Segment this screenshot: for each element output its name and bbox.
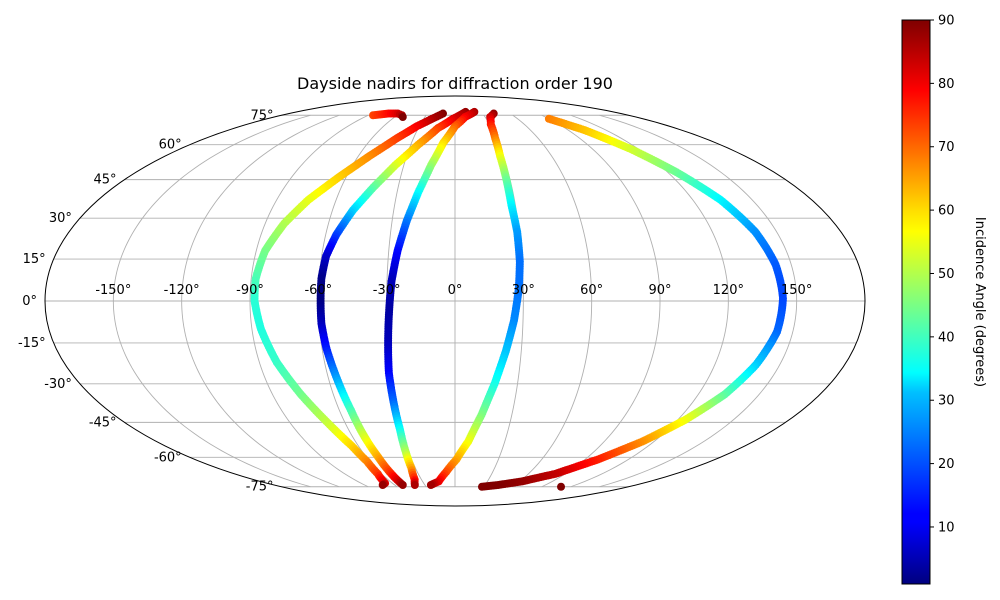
lon-tick-label: 30°	[512, 283, 535, 298]
colorbar-tick-label: 60	[938, 204, 955, 219]
colorbar-tick-label: 10	[938, 520, 955, 535]
lat-tick-label: -30°	[44, 377, 72, 392]
lat-tick-label: 15°	[23, 252, 46, 267]
scatter-points	[250, 107, 787, 491]
chart-title: Dayside nadirs for diffraction order 190	[297, 74, 613, 93]
graticule	[45, 114, 865, 488]
data-point	[557, 482, 566, 491]
colorbar-label: Incidence Angle (degrees)	[972, 217, 987, 387]
data-point	[477, 482, 486, 491]
lat-tick-label: 75°	[250, 108, 273, 123]
lat-tick-label: -60°	[154, 450, 182, 465]
colorbar-tick-label: 20	[938, 457, 955, 472]
colorbar-gradient	[901, 19, 931, 585]
colorbar-tick-label: 70	[938, 140, 955, 155]
data-point	[378, 481, 387, 490]
lat-tick-label: 30°	[49, 211, 72, 226]
colorbar-tick-label: 30	[938, 394, 955, 409]
lat-tick-label: -75°	[246, 480, 274, 495]
colorbar-tick-label: 40	[938, 330, 955, 345]
colorbar-tick-label: 80	[938, 77, 955, 92]
lon-tick-label: 0°	[448, 283, 463, 298]
lon-tick-label: 120°	[713, 283, 744, 298]
lat-tick-label: 0°	[22, 294, 37, 309]
lon-tick-label: -60°	[304, 283, 332, 298]
lat-tick-label: -45°	[89, 415, 117, 430]
lon-tick-label: -90°	[236, 283, 264, 298]
lon-tick-label: -30°	[373, 283, 401, 298]
colorbar: 10 20 30 40 50 60 70 80 90 Incidence Angle (degr…	[901, 14, 987, 585]
lon-tick-label: 60°	[580, 283, 603, 298]
data-point	[398, 481, 407, 490]
colorbar-tick-label: 90	[938, 14, 955, 29]
lon-tick-label: 90°	[648, 283, 671, 298]
lat-tick-label: 45°	[94, 173, 117, 188]
lon-tick-label: -120°	[164, 283, 200, 298]
lon-tick-label: 150°	[781, 283, 812, 298]
lat-tick-label: 60°	[159, 138, 182, 153]
lat-tick-label: -15°	[18, 336, 46, 351]
lon-tick-label: -150°	[95, 283, 131, 298]
data-point	[398, 112, 407, 121]
data-point	[410, 481, 419, 490]
data-point	[426, 481, 435, 490]
colorbar-ticks: 10 20 30 40 50 60 70 80 90	[930, 14, 955, 535]
map-frame	[44, 95, 866, 507]
longitude-tick-labels: -150° -120° -90° -60° -30° 0° 30° 60° 90° 120° 150…	[95, 283, 812, 298]
colorbar-tick-label: 50	[938, 267, 955, 282]
